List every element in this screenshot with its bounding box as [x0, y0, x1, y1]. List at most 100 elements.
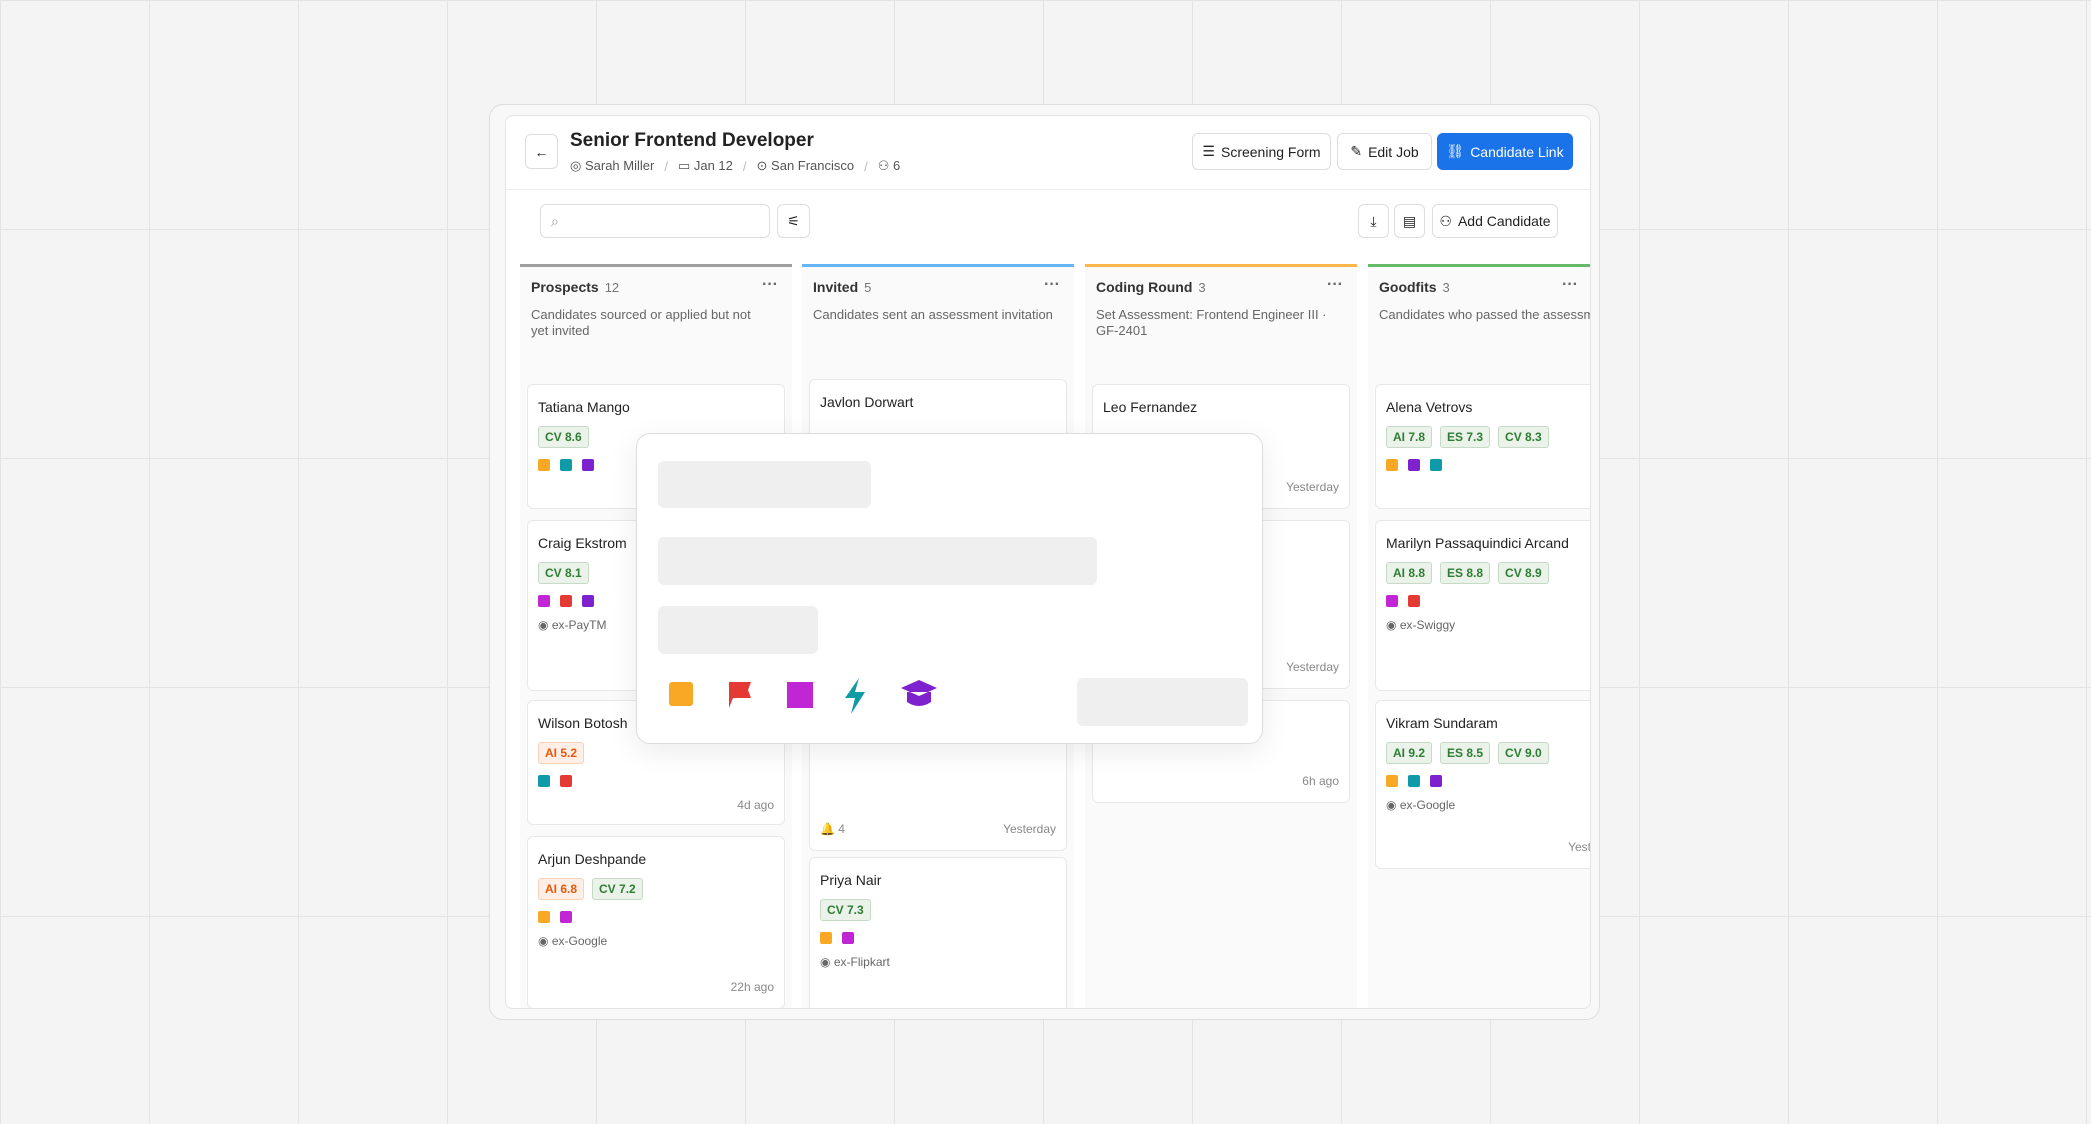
- score-row: AI 9.2 ES 8.5 CV 9.0: [1386, 742, 1590, 764]
- score-row: AI 8.8 ES 8.8 CV 8.9: [1386, 562, 1590, 584]
- badge-icon: [560, 595, 572, 607]
- company: ◉ ex-PayTM: [538, 618, 607, 632]
- company: ◉ ex-Google: [1386, 798, 1456, 812]
- location-text: San Francisco: [771, 158, 855, 173]
- candidate-name: Craig Ekstrom: [538, 535, 627, 551]
- time-ago: Yesterday: [1568, 840, 1591, 854]
- badge-icon: [538, 459, 550, 471]
- job-meta: ◎ Sarah Miller / ▭ Jan 12/ ⊙ San Francisc…: [570, 158, 901, 174]
- score-chip: ES 8.8: [1440, 562, 1491, 584]
- column-name: Prospects: [531, 279, 599, 295]
- badge-icon: [820, 932, 832, 944]
- badge-icon: [582, 459, 594, 471]
- badge-icon: [1386, 595, 1398, 607]
- members: ⚇ 6: [877, 158, 901, 173]
- owner-name: Sarah Miller: [584, 158, 655, 173]
- column-header: Coding Round 3 ··· Set Assessment: Frontend…: [1085, 264, 1357, 356]
- candidate-card[interactable]: Marilyn Passaquindici Arcand AI 8.8 ES 8.8…: [1375, 520, 1590, 691]
- icon-row: [669, 678, 937, 714]
- skeleton: [658, 606, 818, 654]
- score-row: AI 7.8 ES 7.3 CV 8.3: [1386, 426, 1590, 448]
- archive-button[interactable]: ▤: [1394, 204, 1425, 238]
- screening-form-button[interactable]: ☰ Screening Form: [1192, 133, 1331, 170]
- candidate-name: Tatiana Mango: [538, 399, 630, 415]
- date: ▭ Jan 12: [677, 158, 733, 173]
- divider: [506, 189, 1590, 190]
- candidate-name: Wilson Botosh: [538, 715, 628, 731]
- time-ago: Yesterday: [1286, 660, 1339, 674]
- card-footer: 6h ago: [1103, 774, 1339, 788]
- job-title: Senior Frontend Developer: [570, 130, 814, 151]
- score-chip: CV 7.3: [820, 899, 871, 921]
- location: ⊙ San Francisco: [756, 158, 855, 173]
- cap-icon: [901, 680, 937, 706]
- badge-icon: [560, 775, 572, 787]
- score-chip: CV 8.9: [1498, 562, 1549, 584]
- back-button[interactable]: ←: [525, 134, 558, 169]
- score-chip: ES 7.3: [1440, 426, 1491, 448]
- score-chip: CV 8.6: [538, 426, 589, 448]
- icon-row: [820, 932, 1056, 944]
- score-row: CV 8.6: [538, 426, 774, 448]
- score-row: AI 5.2: [538, 742, 774, 764]
- more-button[interactable]: ···: [1044, 276, 1060, 293]
- card-footer: 4d ago: [538, 798, 774, 812]
- score-chip: AI 9.2: [1386, 742, 1433, 764]
- badge-icon: [538, 911, 550, 923]
- candidate-card[interactable]: Alena Vetrovs AI 7.8 ES 7.3 CV 8.3: [1375, 384, 1590, 509]
- badge-icon: [1430, 775, 1442, 787]
- add-candidate-button[interactable]: ⚇ Add Candidate: [1432, 204, 1558, 238]
- candidate-card[interactable]: Vikram Sundaram AI 9.2 ES 8.5 CV 9.0 ◉ ex-Go…: [1375, 700, 1591, 869]
- search-input[interactable]: ⌕: [540, 204, 770, 238]
- column-header: Invited 5 ··· Candidates sent an assessment…: [802, 264, 1074, 356]
- score-row: AI 6.8 CV 7.2: [538, 878, 774, 900]
- card-footer: Yesterday: [1103, 660, 1339, 674]
- score-chip: AI 5.2: [538, 742, 585, 764]
- score-chip: CV 7.2: [592, 878, 643, 900]
- column-description: Candidates sent an assessment invitation: [813, 307, 1053, 322]
- badge-icon: [1408, 459, 1420, 471]
- icon-row: [1386, 595, 1590, 607]
- filter-button[interactable]: ⚟: [777, 204, 810, 238]
- candidate-name: Priya Nair: [820, 872, 882, 888]
- loading-popover: [636, 433, 1263, 744]
- score-row: CV 7.3: [820, 899, 1056, 921]
- score-row: CV 8.1: [538, 562, 774, 584]
- column-count: 3: [1442, 280, 1450, 295]
- skeleton: [658, 537, 1097, 585]
- column-header: Goodfits 3 ··· Candidates who passed the as…: [1368, 264, 1590, 356]
- company-name: ex-Google: [1399, 798, 1456, 812]
- column: Goodfits 3 ··· Candidates who passed the as…: [1368, 264, 1591, 1008]
- column-description: Set Assessment: Frontend Engineer III · …: [1096, 307, 1327, 338]
- candidate-name: Marilyn Passaquindici Arcand: [1386, 535, 1569, 551]
- time-ago: 4d ago: [737, 798, 774, 812]
- company-name: ex-PayTM: [551, 618, 607, 632]
- score-chip: AI 7.8: [1386, 426, 1433, 448]
- calendar-icon: [669, 682, 693, 706]
- column-header: Prospects 12 ··· Candidates sourced or appl…: [520, 264, 792, 356]
- card-footer: 🔔 4 Yesterday: [820, 822, 1056, 836]
- badge-icon: [1386, 459, 1398, 471]
- company-name: ex-Google: [551, 934, 608, 948]
- time-ago: 6h ago: [1302, 774, 1339, 788]
- more-button[interactable]: ···: [1327, 276, 1343, 293]
- candidate-card[interactable]: Priya Nair CV 7.3 ◉ ex-Flipkart: [809, 857, 1067, 1008]
- members-count: 6: [893, 158, 901, 173]
- icon-row: [538, 459, 774, 471]
- download-button[interactable]: ⤓: [1358, 204, 1389, 238]
- candidate-card[interactable]: Arjun Deshpande AI 6.8 CV 7.2 ◉ ex-Google 22…: [527, 836, 785, 1008]
- card-footer: 22h ago: [538, 980, 774, 994]
- icon-row: [538, 911, 774, 923]
- badge-icon: [1430, 459, 1442, 471]
- candidate-link-button[interactable]: ⛓ Candidate Link: [1437, 133, 1573, 170]
- candidate-name: Vikram Sundaram: [1386, 715, 1498, 731]
- edit-job-button[interactable]: ✎ Edit Job: [1337, 133, 1432, 170]
- label: Candidate Link: [1470, 143, 1564, 160]
- more-button[interactable]: ···: [762, 276, 778, 293]
- badge-icon: [538, 595, 550, 607]
- more-button[interactable]: ···: [1562, 276, 1578, 293]
- score-chip: ES 8.5: [1440, 742, 1491, 764]
- badge-icon: [1408, 775, 1420, 787]
- candidate-name: Leo Fernandez: [1103, 399, 1198, 415]
